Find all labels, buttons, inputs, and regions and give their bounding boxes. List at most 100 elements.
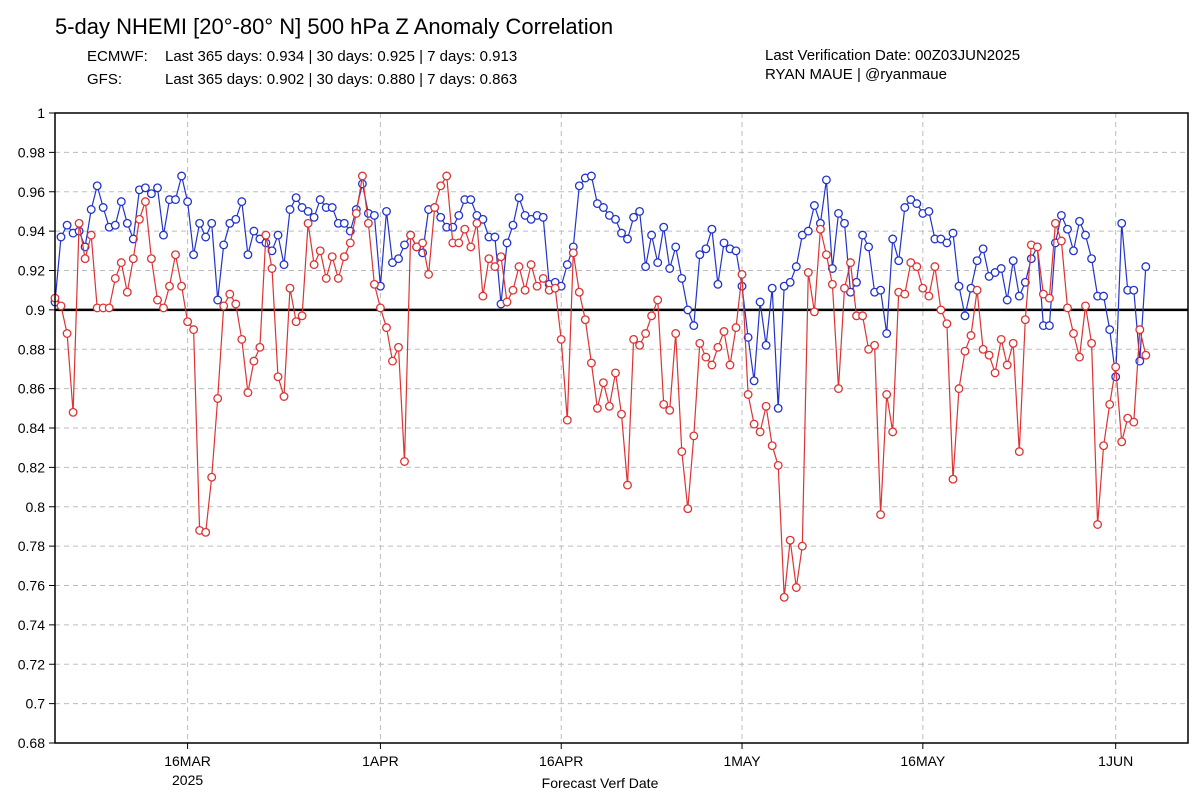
- data-point: [122, 218, 132, 228]
- data-point: [394, 342, 403, 352]
- data-point: [1105, 399, 1115, 409]
- x-tick-label: 16MAY: [900, 753, 946, 769]
- data-point: [978, 244, 988, 254]
- data-point: [592, 199, 602, 209]
- data-point: [538, 212, 548, 222]
- data-point: [128, 254, 138, 264]
- data-point: [86, 205, 96, 214]
- data-point: [882, 390, 892, 399]
- data-point: [255, 234, 265, 244]
- data-point: [315, 195, 325, 205]
- data-point: [635, 340, 645, 350]
- data-point: [731, 323, 741, 333]
- data-point: [92, 181, 102, 191]
- data-point: [767, 441, 777, 451]
- data-point: [586, 171, 596, 181]
- data-point: [701, 352, 711, 362]
- data-point: [852, 277, 861, 287]
- data-point: [430, 203, 440, 212]
- data-point: [858, 230, 868, 240]
- data-point: [900, 289, 910, 299]
- x-axis-ticks: 16MAR 2025 1APR 16APR 1MAY 16MAY 1JUN: [164, 743, 1133, 788]
- data-point: [412, 242, 422, 252]
- data-point: [357, 171, 367, 181]
- data-point: [159, 303, 168, 313]
- data-point: [689, 321, 699, 331]
- data-point: [297, 203, 307, 212]
- data-point: [231, 299, 241, 309]
- data-point: [1014, 291, 1024, 301]
- data-point: [279, 392, 289, 401]
- data-point: [309, 260, 319, 270]
- data-point: [484, 254, 494, 264]
- data-point: [779, 281, 789, 291]
- data-point: [1002, 360, 1012, 370]
- data-point: [725, 360, 735, 370]
- data-point: [894, 256, 904, 266]
- data-point: [400, 457, 409, 466]
- data-point: [177, 171, 187, 181]
- data-point: [478, 214, 488, 224]
- data-point: [375, 303, 385, 313]
- data-point: [388, 356, 397, 366]
- data-point: [604, 401, 614, 411]
- data-point: [846, 258, 855, 268]
- y-tick-label: 0.84: [18, 420, 45, 436]
- data-point: [146, 189, 156, 199]
- data-point: [1020, 315, 1030, 325]
- data-point: [436, 212, 446, 222]
- data-point: [273, 372, 283, 382]
- data-point: [363, 218, 373, 228]
- y-tick-label: 0.88: [18, 341, 45, 357]
- data-point: [285, 283, 295, 293]
- data-point: [984, 350, 994, 360]
- data-point: [827, 279, 837, 289]
- data-point: [864, 344, 874, 354]
- data-point: [641, 329, 651, 338]
- data-point: [647, 230, 657, 240]
- data-point: [219, 301, 229, 311]
- data-point: [1081, 301, 1090, 311]
- x-tick-label: 16MAR: [164, 753, 211, 769]
- data-point: [930, 262, 940, 272]
- data-point: [924, 291, 934, 301]
- data-point: [876, 510, 886, 520]
- data-point: [339, 252, 349, 262]
- data-point: [598, 203, 608, 212]
- y-tick-label: 0.82: [18, 459, 45, 475]
- data-point: [369, 210, 379, 220]
- data-point: [695, 250, 705, 260]
- data-point: [110, 273, 120, 283]
- data-point: [858, 311, 868, 321]
- data-point: [562, 260, 572, 270]
- data-point: [1014, 447, 1024, 457]
- data-point: [635, 206, 645, 216]
- data-point: [743, 332, 753, 342]
- data-point: [201, 527, 211, 537]
- data-point: [514, 193, 524, 203]
- data-point: [611, 214, 620, 224]
- data-point: [436, 181, 446, 191]
- data-point: [791, 583, 801, 592]
- data-point: [237, 334, 247, 344]
- data-point: [538, 273, 548, 283]
- data-point: [454, 210, 464, 220]
- data-point: [948, 474, 958, 484]
- data-point: [972, 285, 982, 295]
- data-point: [888, 427, 898, 437]
- data-point: [424, 269, 434, 279]
- x-tick-sublabel: 2025: [172, 772, 203, 788]
- data-point: [98, 203, 108, 212]
- data-point: [140, 183, 150, 193]
- data-point: [74, 218, 84, 228]
- data-point: [466, 195, 476, 205]
- data-point: [815, 224, 825, 234]
- series-line: [54, 174, 1147, 598]
- data-point: [761, 401, 771, 411]
- data-point: [225, 218, 235, 228]
- data-point: [165, 281, 174, 291]
- data-point: [683, 305, 693, 315]
- data-point: [327, 203, 337, 212]
- data-point: [1008, 338, 1018, 348]
- data-point: [177, 281, 187, 291]
